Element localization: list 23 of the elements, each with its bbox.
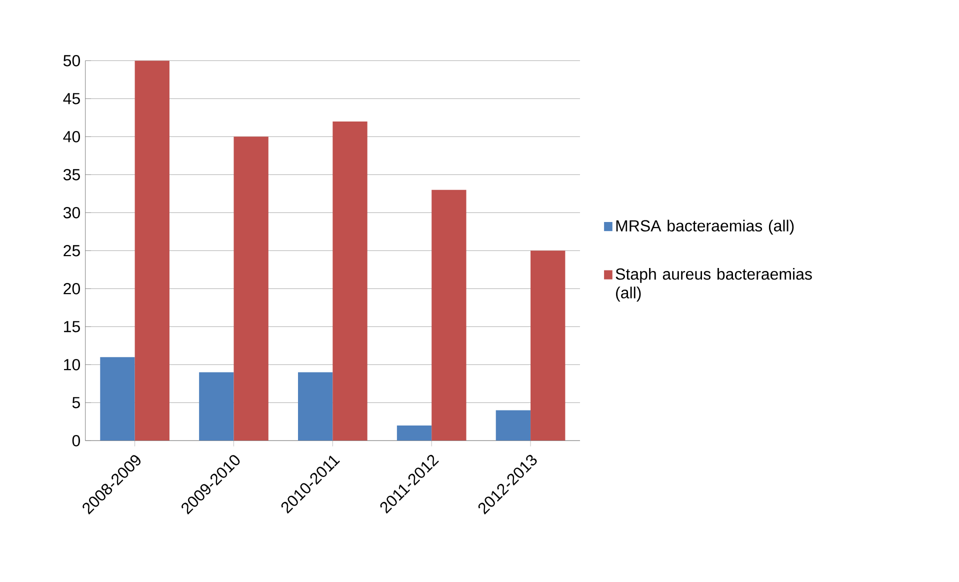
bar (332, 121, 368, 441)
y-tick-label: 20 (64, 283, 80, 294)
bar (396, 425, 432, 441)
y-tick-label: 5 (72, 397, 80, 408)
y-tick-label: 30 (63, 207, 80, 218)
bar (100, 357, 135, 441)
bar (234, 136, 268, 441)
y-tick-label: 50 (63, 55, 80, 66)
bar (496, 410, 531, 441)
bar (530, 250, 566, 441)
y-tick-label: 15 (64, 321, 80, 332)
y-tick-label: 25 (64, 245, 80, 256)
y-tick-label: 45 (63, 93, 80, 104)
bar (432, 190, 466, 441)
bar (134, 60, 170, 441)
y-tick-label: 10 (64, 359, 80, 370)
bar (298, 372, 333, 441)
bar (199, 372, 234, 441)
legend-label: Staph aureus bacteraemias (all) (616, 268, 812, 302)
y-tick-label: 0 (72, 435, 80, 446)
legend-label: MRSA bacteraemias (all) (616, 220, 794, 235)
y-tick-label: 40 (63, 131, 80, 142)
y-tick-label: 35 (63, 169, 80, 180)
